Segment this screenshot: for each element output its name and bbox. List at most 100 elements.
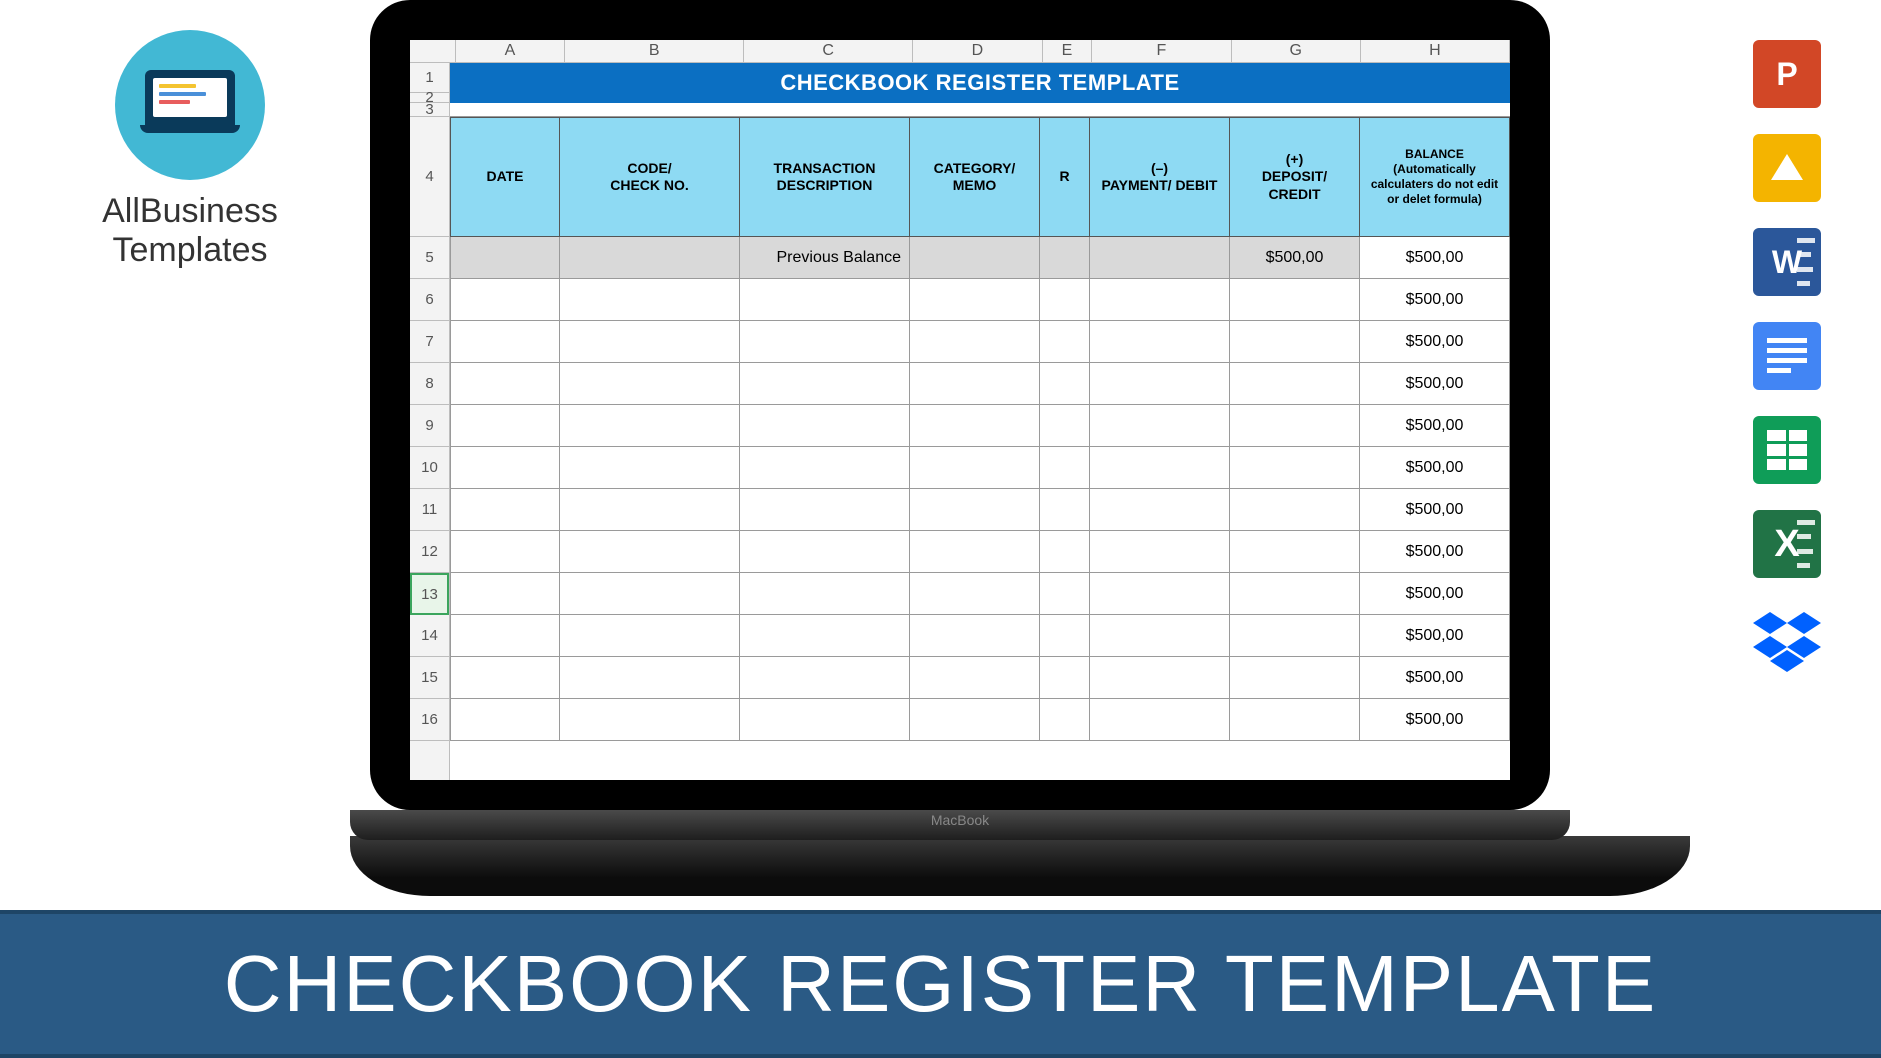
cell-E14[interactable]	[1040, 615, 1090, 657]
cell-D12[interactable]	[910, 531, 1040, 573]
google-sheets-icon[interactable]	[1753, 416, 1821, 484]
cell-C15[interactable]	[740, 657, 910, 699]
dropbox-icon[interactable]	[1753, 604, 1821, 672]
row-number-16[interactable]: 16	[410, 699, 449, 741]
cell-A12[interactable]	[450, 531, 560, 573]
excel-icon[interactable]: X	[1753, 510, 1821, 578]
cell-E12[interactable]	[1040, 531, 1090, 573]
cell-B5[interactable]	[560, 237, 740, 279]
cell-F5[interactable]	[1090, 237, 1230, 279]
cell-F7[interactable]	[1090, 321, 1230, 363]
row-number-4[interactable]: 4	[410, 117, 449, 237]
cell-F12[interactable]	[1090, 531, 1230, 573]
cell-H16[interactable]: $500,00	[1360, 699, 1510, 741]
cell-A11[interactable]	[450, 489, 560, 531]
cell-H15[interactable]: $500,00	[1360, 657, 1510, 699]
cell-D7[interactable]	[910, 321, 1040, 363]
cell-B8[interactable]	[560, 363, 740, 405]
cell-G13[interactable]	[1230, 573, 1360, 615]
table-header-G[interactable]: (+) DEPOSIT/ CREDIT	[1230, 117, 1360, 237]
table-header-H[interactable]: BALANCE (Automatically calculaters do no…	[1360, 117, 1510, 237]
cell-H11[interactable]: $500,00	[1360, 489, 1510, 531]
cell-E6[interactable]	[1040, 279, 1090, 321]
cell-C14[interactable]	[740, 615, 910, 657]
cell-A13[interactable]	[450, 573, 560, 615]
cell-G7[interactable]	[1230, 321, 1360, 363]
cell-G14[interactable]	[1230, 615, 1360, 657]
cell-F8[interactable]	[1090, 363, 1230, 405]
powerpoint-icon[interactable]: P	[1753, 40, 1821, 108]
row-number-13[interactable]: 13	[410, 573, 449, 615]
cell-G11[interactable]	[1230, 489, 1360, 531]
column-header-C[interactable]: C	[744, 40, 913, 62]
cell-H9[interactable]: $500,00	[1360, 405, 1510, 447]
table-header-D[interactable]: CATEGORY/ MEMO	[910, 117, 1040, 237]
cell-H8[interactable]: $500,00	[1360, 363, 1510, 405]
row-number-5[interactable]: 5	[410, 237, 449, 279]
cell-C5[interactable]: Previous Balance	[740, 237, 910, 279]
google-docs-icon[interactable]	[1753, 322, 1821, 390]
cell-B11[interactable]	[560, 489, 740, 531]
cell-C11[interactable]	[740, 489, 910, 531]
cell-G16[interactable]	[1230, 699, 1360, 741]
cell-E7[interactable]	[1040, 321, 1090, 363]
row-number-9[interactable]: 9	[410, 405, 449, 447]
table-header-C[interactable]: TRANSACTION DESCRIPTION	[740, 117, 910, 237]
cell-E5[interactable]	[1040, 237, 1090, 279]
cell-A8[interactable]	[450, 363, 560, 405]
column-header-B[interactable]: B	[565, 40, 744, 62]
cell-D11[interactable]	[910, 489, 1040, 531]
row-number-10[interactable]: 10	[410, 447, 449, 489]
cell-F16[interactable]	[1090, 699, 1230, 741]
cell-G10[interactable]	[1230, 447, 1360, 489]
cell-B7[interactable]	[560, 321, 740, 363]
cell-B16[interactable]	[560, 699, 740, 741]
cell-F6[interactable]	[1090, 279, 1230, 321]
cell-C8[interactable]	[740, 363, 910, 405]
cell-D8[interactable]	[910, 363, 1040, 405]
row-number-14[interactable]: 14	[410, 615, 449, 657]
cell-H10[interactable]: $500,00	[1360, 447, 1510, 489]
cell-C7[interactable]	[740, 321, 910, 363]
row-number-15[interactable]: 15	[410, 657, 449, 699]
cell-A10[interactable]	[450, 447, 560, 489]
cell-F15[interactable]	[1090, 657, 1230, 699]
column-header-F[interactable]: F	[1092, 40, 1231, 62]
cell-H7[interactable]: $500,00	[1360, 321, 1510, 363]
cell-A9[interactable]	[450, 405, 560, 447]
cell-H14[interactable]: $500,00	[1360, 615, 1510, 657]
cell-G12[interactable]	[1230, 531, 1360, 573]
cell-B9[interactable]	[560, 405, 740, 447]
cell-C13[interactable]	[740, 573, 910, 615]
cell-C9[interactable]	[740, 405, 910, 447]
cell-G8[interactable]	[1230, 363, 1360, 405]
cell-A5[interactable]	[450, 237, 560, 279]
cell-A7[interactable]	[450, 321, 560, 363]
cell-D13[interactable]	[910, 573, 1040, 615]
cell-D9[interactable]	[910, 405, 1040, 447]
cell-E9[interactable]	[1040, 405, 1090, 447]
row-number-11[interactable]: 11	[410, 489, 449, 531]
cell-C10[interactable]	[740, 447, 910, 489]
cell-B12[interactable]	[560, 531, 740, 573]
table-header-F[interactable]: (–) PAYMENT/ DEBIT	[1090, 117, 1230, 237]
cell-H6[interactable]: $500,00	[1360, 279, 1510, 321]
table-header-A[interactable]: DATE	[450, 117, 560, 237]
cell-H12[interactable]: $500,00	[1360, 531, 1510, 573]
select-all-corner[interactable]	[410, 40, 456, 62]
row-number-7[interactable]: 7	[410, 321, 449, 363]
cell-G5[interactable]: $500,00	[1230, 237, 1360, 279]
row-number-8[interactable]: 8	[410, 363, 449, 405]
column-header-E[interactable]: E	[1043, 40, 1093, 62]
cell-G6[interactable]	[1230, 279, 1360, 321]
column-header-G[interactable]: G	[1232, 40, 1361, 62]
cell-E10[interactable]	[1040, 447, 1090, 489]
cell-E8[interactable]	[1040, 363, 1090, 405]
cell-H13[interactable]: $500,00	[1360, 573, 1510, 615]
cell-A6[interactable]	[450, 279, 560, 321]
cell-E11[interactable]	[1040, 489, 1090, 531]
table-header-B[interactable]: CODE/ CHECK NO.	[560, 117, 740, 237]
cell-G9[interactable]	[1230, 405, 1360, 447]
cell-F13[interactable]	[1090, 573, 1230, 615]
cell-B10[interactable]	[560, 447, 740, 489]
